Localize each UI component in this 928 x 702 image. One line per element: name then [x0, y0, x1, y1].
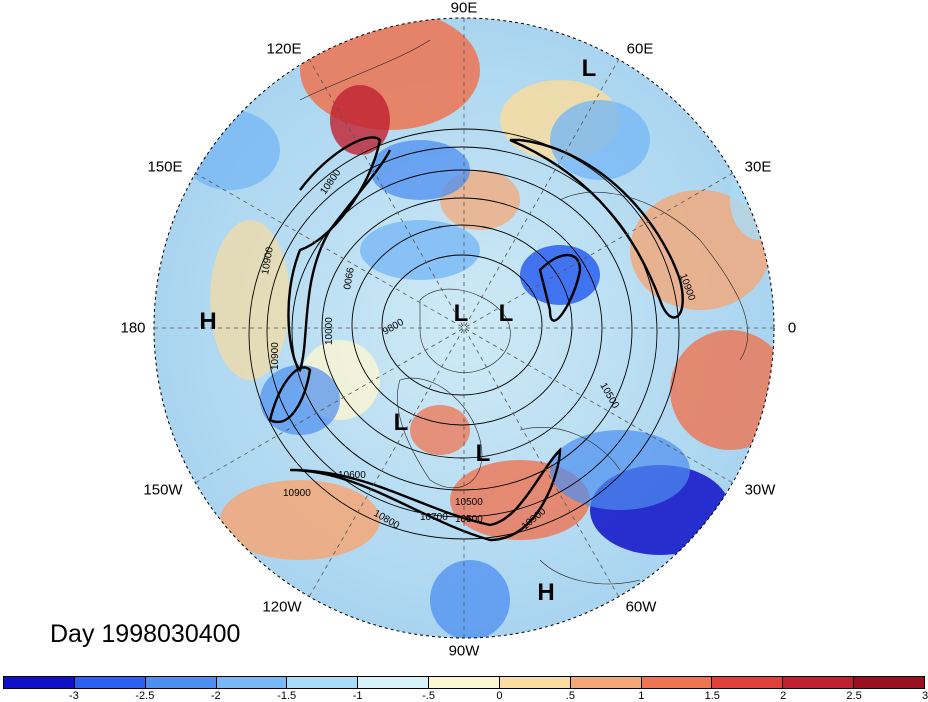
coastlines	[299, 39, 749, 585]
colorbar-tick-label: -.5	[422, 690, 435, 702]
contour-label: 10900	[260, 246, 276, 276]
low-pressure-marker: L	[393, 409, 409, 436]
colorbar-swatch	[712, 677, 784, 688]
colorbar-swatch	[783, 677, 855, 688]
contour-label: 10700	[420, 512, 448, 523]
colorbar-tick-label: -1.5	[277, 690, 297, 702]
contour-label: 10500	[455, 514, 483, 525]
colorbar-swatch	[499, 677, 571, 688]
colorbar-tick-label: 1	[638, 690, 645, 702]
lon-label-120e: 120E	[266, 40, 302, 58]
colorbar-tick-label: -2.5	[135, 690, 155, 702]
lon-label-0: 0	[787, 319, 797, 337]
colorbar-swatch	[4, 677, 75, 688]
low-pressure-marker: L	[453, 300, 469, 327]
lon-label-60w: 60W	[625, 598, 657, 616]
lon-label-30e: 30E	[744, 158, 772, 176]
contour-label: 0066	[342, 266, 357, 290]
low-pressure-marker: L	[498, 300, 514, 327]
lon-label-90w: 90W	[448, 642, 480, 660]
lon-label-150e: 150E	[147, 158, 183, 176]
colorbar-tick-label: -2	[210, 690, 221, 702]
anomaly-field	[154, 18, 774, 638]
colorbar-tick-label: 0	[496, 690, 503, 702]
colorbar-swatch	[287, 677, 359, 688]
contour-label: 10600	[338, 470, 366, 481]
contour-label: 10000	[324, 317, 335, 345]
low-pressure-marker: L	[475, 440, 491, 467]
colorbar-swatch	[429, 677, 500, 688]
colorbar-swatch	[854, 677, 924, 688]
colorbar	[3, 676, 925, 689]
colorbar-swatch	[358, 677, 430, 688]
lon-label-150w: 150W	[143, 481, 183, 499]
colorbar-tick-label: 2	[780, 690, 787, 702]
lon-label-120w: 120W	[262, 598, 302, 616]
map-title: Day 1998030400	[50, 620, 241, 648]
colorbar-swatch	[641, 677, 713, 688]
lon-label-30w: 30W	[744, 481, 776, 499]
colorbar-tick-label: -3	[69, 690, 79, 702]
contour-label: 10900	[283, 488, 311, 499]
high-pressure-marker: H	[537, 579, 555, 606]
high-pressure-marker: H	[199, 308, 217, 335]
low-pressure-marker: L	[581, 55, 597, 82]
colorbar-tick-label: 2.5	[846, 690, 862, 702]
lon-label-90e: 90E	[450, 0, 478, 17]
colorbar-tick-label: -1	[352, 690, 363, 702]
colorbar-swatch	[74, 677, 146, 688]
colorbar-tick-label: 1.5	[704, 690, 720, 702]
colorbar-swatch	[145, 677, 217, 688]
contour-label: 10900	[270, 342, 281, 370]
colorbar-swatch	[570, 677, 642, 688]
colorbar-tick-label: 3	[921, 690, 928, 702]
contour-label: 10500	[455, 497, 483, 508]
colorbar-swatch	[216, 677, 288, 688]
lon-label-180: 180	[120, 319, 146, 337]
colorbar-tick-label: .5	[565, 690, 575, 702]
lon-label-60e: 60E	[626, 40, 654, 58]
